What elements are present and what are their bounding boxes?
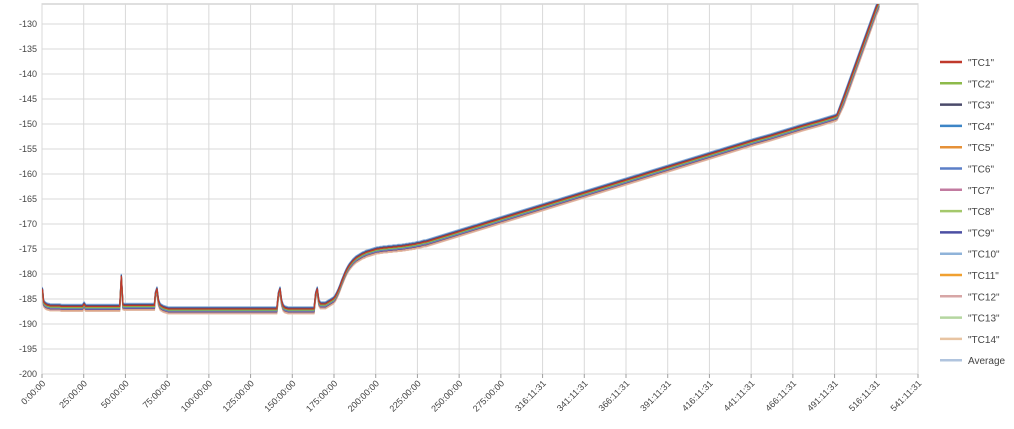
y-tick-label: -150 [19,119,37,129]
series-line-1 [42,4,879,310]
y-tick-label: -180 [19,269,37,279]
legend-entry: "TC14" [968,335,1000,346]
series-lines [42,4,880,315]
legend-entry: "TC4" [968,122,994,133]
y-axis: -130 -135 -140 -145 -150 -155 -160 -165 -170 -175… [19,19,37,379]
legend-entry: "TC11" [968,271,999,282]
y-tick-label: -175 [19,244,37,254]
legend-entry: "TC5" [968,143,994,154]
y-tick-label: -145 [19,94,37,104]
legend-entry: "TC1" [968,58,994,69]
legend-entry: "TC7" [968,186,994,197]
legend-entry: "TC10" [968,250,1000,261]
legend-entry: Average [968,356,1006,367]
y-tick-label: -195 [19,344,37,354]
y-tick-label: -135 [19,44,37,54]
legend-entry: "TC13" [968,314,1000,325]
legend: "TC1" "TC2" "TC3" "TC4" "TC5" "TC6" "TC7" "TC8"… [940,58,1006,367]
y-tick-label: -140 [19,69,37,79]
y-tick-label: -165 [19,194,37,204]
y-tick-label: -130 [19,19,37,29]
legend-entry: "TC12" [968,292,1000,303]
gridlines [41,3,919,375]
y-tick-label: -190 [19,319,37,329]
y-tick-label: -155 [19,144,37,154]
y-tick-label: -200 [19,369,37,379]
legend-entry: "TC9" [968,228,994,239]
legend-entry: "TC3" [968,101,994,112]
y-tick-label: -170 [19,219,37,229]
y-tick-label: -160 [19,169,37,179]
legend-entry: "TC2" [968,79,994,90]
legend-entry: "TC6" [968,165,994,176]
y-tick-label: -185 [19,294,37,304]
legend-entry: "TC8" [968,207,994,218]
